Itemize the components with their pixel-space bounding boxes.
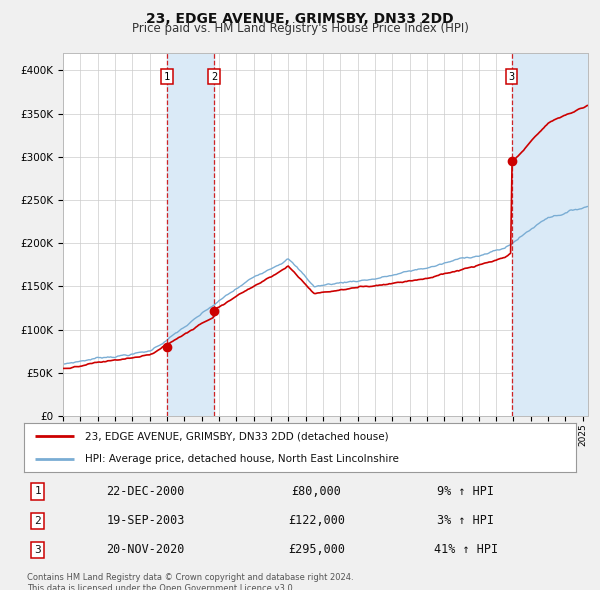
Text: £122,000: £122,000: [288, 514, 345, 527]
Text: 23, EDGE AVENUE, GRIMSBY, DN33 2DD: 23, EDGE AVENUE, GRIMSBY, DN33 2DD: [146, 12, 454, 26]
Text: 9% ↑ HPI: 9% ↑ HPI: [437, 485, 494, 498]
Text: £80,000: £80,000: [292, 485, 341, 498]
Text: 3: 3: [34, 545, 41, 555]
Text: £295,000: £295,000: [288, 543, 345, 556]
Text: 3: 3: [508, 72, 515, 81]
Text: 41% ↑ HPI: 41% ↑ HPI: [434, 543, 497, 556]
Text: 2: 2: [211, 72, 217, 81]
Text: 1: 1: [164, 72, 170, 81]
Text: Price paid vs. HM Land Registry's House Price Index (HPI): Price paid vs. HM Land Registry's House …: [131, 22, 469, 35]
Text: 23, EDGE AVENUE, GRIMSBY, DN33 2DD (detached house): 23, EDGE AVENUE, GRIMSBY, DN33 2DD (deta…: [85, 431, 388, 441]
Bar: [512, 53, 588, 416]
Text: 3% ↑ HPI: 3% ↑ HPI: [437, 514, 494, 527]
Text: HPI: Average price, detached house, North East Lincolnshire: HPI: Average price, detached house, Nort…: [85, 454, 398, 464]
Text: 1: 1: [34, 486, 41, 496]
Text: 20-NOV-2020: 20-NOV-2020: [106, 543, 185, 556]
Text: Contains HM Land Registry data © Crown copyright and database right 2024.
This d: Contains HM Land Registry data © Crown c…: [27, 573, 353, 590]
Bar: [167, 53, 214, 416]
Text: 19-SEP-2003: 19-SEP-2003: [106, 514, 185, 527]
Text: 2: 2: [34, 516, 41, 526]
Text: 22-DEC-2000: 22-DEC-2000: [106, 485, 185, 498]
